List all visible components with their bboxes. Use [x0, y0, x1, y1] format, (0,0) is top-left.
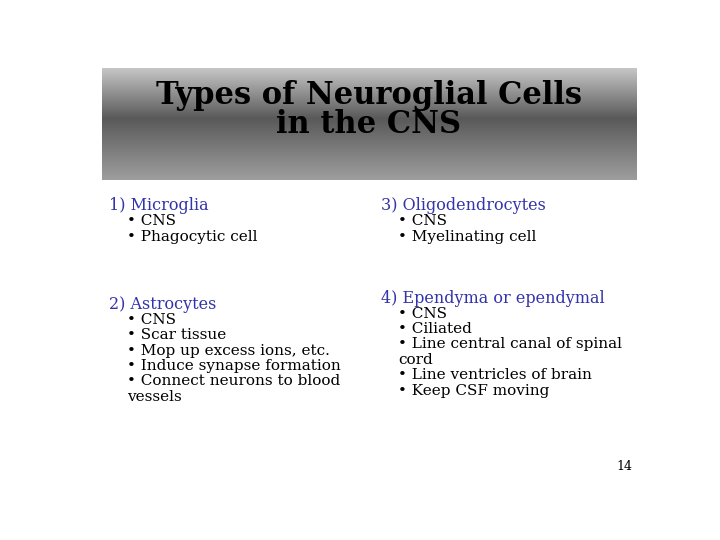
- Text: 4) Ependyma or ependymal: 4) Ependyma or ependymal: [381, 289, 604, 307]
- Text: • Mop up excess ions, etc.: • Mop up excess ions, etc.: [127, 343, 330, 357]
- Text: • Line ventricles of brain: • Line ventricles of brain: [398, 368, 593, 382]
- Text: • CNS: • CNS: [398, 307, 447, 321]
- Text: • CNS: • CNS: [127, 214, 176, 228]
- Text: • Myelinating cell: • Myelinating cell: [398, 230, 537, 244]
- Text: • CNS: • CNS: [127, 313, 176, 327]
- Text: • Connect neurons to blood: • Connect neurons to blood: [127, 374, 341, 388]
- Text: • Keep CSF moving: • Keep CSF moving: [398, 383, 550, 397]
- Text: • Phagocytic cell: • Phagocytic cell: [127, 230, 258, 244]
- Text: 1) Microglia: 1) Microglia: [109, 197, 209, 214]
- Text: • Induce synapse formation: • Induce synapse formation: [127, 359, 341, 373]
- Text: in the CNS: in the CNS: [276, 110, 462, 140]
- Text: 3) Oligodendrocytes: 3) Oligodendrocytes: [381, 197, 546, 214]
- Text: Types of Neuroglial Cells: Types of Neuroglial Cells: [156, 80, 582, 111]
- Text: 14: 14: [616, 460, 632, 473]
- Text: vessels: vessels: [127, 390, 182, 404]
- Text: cord: cord: [398, 353, 433, 367]
- Text: • Ciliated: • Ciliated: [398, 322, 472, 336]
- Text: • Scar tissue: • Scar tissue: [127, 328, 227, 342]
- Text: • CNS: • CNS: [398, 214, 447, 228]
- Text: 2) Astrocytes: 2) Astrocytes: [109, 296, 217, 313]
- Text: • Line central canal of spinal: • Line central canal of spinal: [398, 338, 623, 352]
